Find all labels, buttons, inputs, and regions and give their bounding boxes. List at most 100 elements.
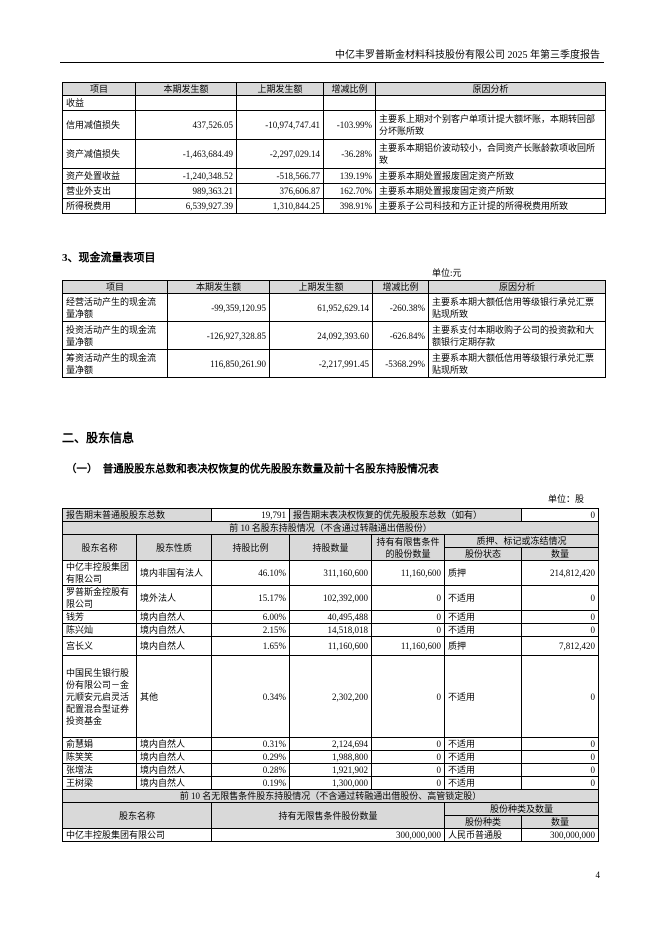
table-cell: 0 [521, 750, 600, 764]
table-cell: 2,302,200 [289, 655, 373, 738]
pref-value: 0 [521, 508, 600, 522]
cashflow-title: 3、现金流量表项目 [62, 252, 156, 264]
table-cell: 主要系本期处置报废固定资产所致 [375, 168, 606, 184]
table-cell: 0 [371, 737, 446, 751]
table-cell: 0 [371, 655, 446, 738]
table-cell: 1.65% [211, 636, 291, 656]
table-cell: 收益 [62, 95, 136, 111]
column-header: 原因分析 [375, 82, 606, 96]
table-cell: 14,518,018 [289, 623, 373, 637]
table-cell: 资产处置收益 [62, 168, 136, 184]
column-header: 原因分析 [428, 280, 606, 294]
table-cell: 境内自然人 [135, 623, 213, 637]
table-cell: 不适用 [444, 585, 523, 611]
table-cell: 300,000,000 [211, 828, 446, 842]
table-cell: 人民币普通股 [444, 828, 523, 842]
table-cell: 15.17% [211, 585, 291, 611]
table-cell: 0 [521, 655, 600, 738]
table-cell: 1,310,844.25 [236, 198, 324, 214]
table-cell: 0 [371, 776, 446, 790]
table-cell: 不适用 [444, 776, 523, 790]
table-cell: 0 [371, 585, 446, 611]
table-cell: 主要系本期处置报废固定资产所致 [375, 183, 606, 199]
table-cell: 0 [521, 763, 600, 777]
column-header: 股份状态 [444, 547, 523, 561]
section-title: 二、股东信息 [62, 431, 135, 445]
table-cell: 0.28% [211, 763, 291, 777]
table-cell: -5368.29% [372, 349, 429, 378]
table-cell: 主要系支付本期收购子公司的投资款和大额银行定期存款 [428, 321, 606, 350]
table-cell: 1,921,902 [289, 763, 373, 777]
column-header: 股份种类及数量 [444, 802, 600, 816]
table-cell: -10,974,747.41 [236, 110, 324, 140]
column-header: 股东名称 [61, 802, 213, 829]
header-row: 股东名称 股东性质 持股比例 持股数量 持有有限售条件的股份数量 质押、标记或冻结情况 [62, 534, 600, 561]
table-cell: 筹资活动产生的现金流量净额 [62, 349, 168, 378]
table-cell: -260.38% [372, 293, 429, 322]
table-cell: 0.31% [211, 737, 291, 751]
column-header: 本期发生额 [135, 82, 237, 96]
table-cell: 俞慧娟 [62, 737, 137, 751]
table-cell: 300,000,000 [521, 828, 600, 842]
table-cell: 陈笑笑 [62, 750, 137, 764]
column-header: 数量 [521, 815, 600, 829]
table-cell: 11,160,600 [371, 560, 446, 586]
table-cell: 2.15% [211, 623, 291, 637]
table-row: 经营活动产生的现金流量净额 -99,359,120.95 61,952,629.14… [62, 293, 606, 322]
column-header: 本期发生额 [167, 280, 270, 294]
table-cell: 139.19% [323, 168, 376, 184]
table-cell: 0 [371, 623, 446, 637]
table-row: 所得税费用 6,539,927.39 1,310,844.25 398.91% 主要系子… [62, 198, 606, 214]
table-row: 陈兴灿 境内自然人 2.15% 14,518,018 0 不适用 0 [62, 623, 600, 637]
table-cell: -2,297,029.14 [236, 139, 324, 169]
table-cell [323, 95, 376, 111]
table-row: 投资活动产生的现金流量净额 -126,927,328.85 24,092,393.6… [62, 321, 606, 350]
table-row: 筹资活动产生的现金流量净额 116,850,261.90 -2,217,991.45… [62, 349, 606, 378]
cashflow-table: 项目 本期发生额 上期发生额 增减比例 原因分析 经营活动产生的现金流量净额 -99,359… [62, 280, 606, 378]
table-cell: -2,217,991.45 [269, 349, 373, 378]
table-cell: 1,988,800 [289, 750, 373, 764]
table-cell: 0 [521, 737, 600, 751]
table-cell: 境内非国有法人 [135, 560, 213, 586]
table-row: 宫长义 境内自然人 1.65% 11,160,600 11,160,600 质押 7,812… [62, 636, 600, 656]
table-cell: 214,812,420 [521, 560, 600, 586]
table-row: 陈笑笑 境内自然人 0.29% 1,988,800 0 不适用 0 [62, 750, 600, 764]
table-cell: 不适用 [444, 750, 523, 764]
table-row: 资产处置收益 -1,240,348.52 -518,566.77 139.19% 主要系… [62, 168, 606, 184]
table-cell: 所得税费用 [62, 198, 136, 214]
section-subtitle: （一） 普通股股东总数和表决权恢复的优先股股东数量及前十名股东持股情况表 [66, 464, 439, 475]
table-cell: 不适用 [444, 737, 523, 751]
column-header: 上期发生额 [269, 280, 373, 294]
table-row: 罗普斯金控股有限公司 境外法人 15.17% 102,392,000 0 不适用 0 [62, 585, 600, 611]
table-cell: 主要系子公司科技和方正计提的所得税费用所致 [375, 198, 606, 214]
table-row: 收益 [62, 95, 606, 111]
table-cell [135, 95, 237, 111]
table-cell: 7,812,420 [521, 636, 600, 656]
column-header: 数量 [521, 547, 600, 561]
table-row: 王树梁 境内自然人 0.19% 1,300,000 0 不适用 0 [62, 776, 600, 790]
header-row: 股份状态 数量 [63, 547, 600, 561]
table-row: 俞慧娟 境内自然人 0.31% 2,124,694 0 不适用 0 [62, 737, 600, 751]
pref-label: 报告期末表决权恢复的优先股股东总数（如有） [289, 508, 523, 522]
page-header: 中亿丰罗普斯金材料科技股份有限公司 2025 年第三季度报告 [335, 50, 600, 61]
table-row: 信用减值损失 437,526.05 -10,974,747.41 -103.99% 主要… [62, 110, 606, 140]
shareholder-table: 报告期末普通股股东总数 19,791 报告期末表决权恢复的优先股股东总数（如有） 0 前… [61, 508, 600, 842]
table-cell: 营业外支出 [62, 183, 136, 199]
table-cell: 境内自然人 [135, 610, 213, 624]
table-cell: 不适用 [444, 655, 523, 738]
table-cell: 主要系本期铝价波动较小，合同资产长账龄款项收回所致 [375, 139, 606, 169]
table-cell: 40,495,488 [289, 610, 373, 624]
total-value: 19,791 [211, 508, 291, 522]
table-cell: 境内自然人 [135, 737, 213, 751]
table-row: 钱芳 境内自然人 6.00% 40,495,488 0 不适用 0 [62, 610, 600, 624]
table-cell: 经营活动产生的现金流量净额 [62, 293, 168, 322]
table-cell: 张增法 [62, 763, 137, 777]
table-cell: 61,952,629.14 [269, 293, 373, 322]
table-cell: 主要系本期大额低信用等级银行承兑汇票贴现所致 [428, 293, 606, 322]
column-header: 项目 [62, 82, 136, 96]
table-cell: 不适用 [444, 623, 523, 637]
column-header: 股份种类 [444, 815, 523, 829]
table-cell: 11,160,600 [289, 636, 373, 656]
table-cell: 主要系上期对个别客户单项计提大额坏账，本期转回部分坏账所致 [375, 110, 606, 140]
